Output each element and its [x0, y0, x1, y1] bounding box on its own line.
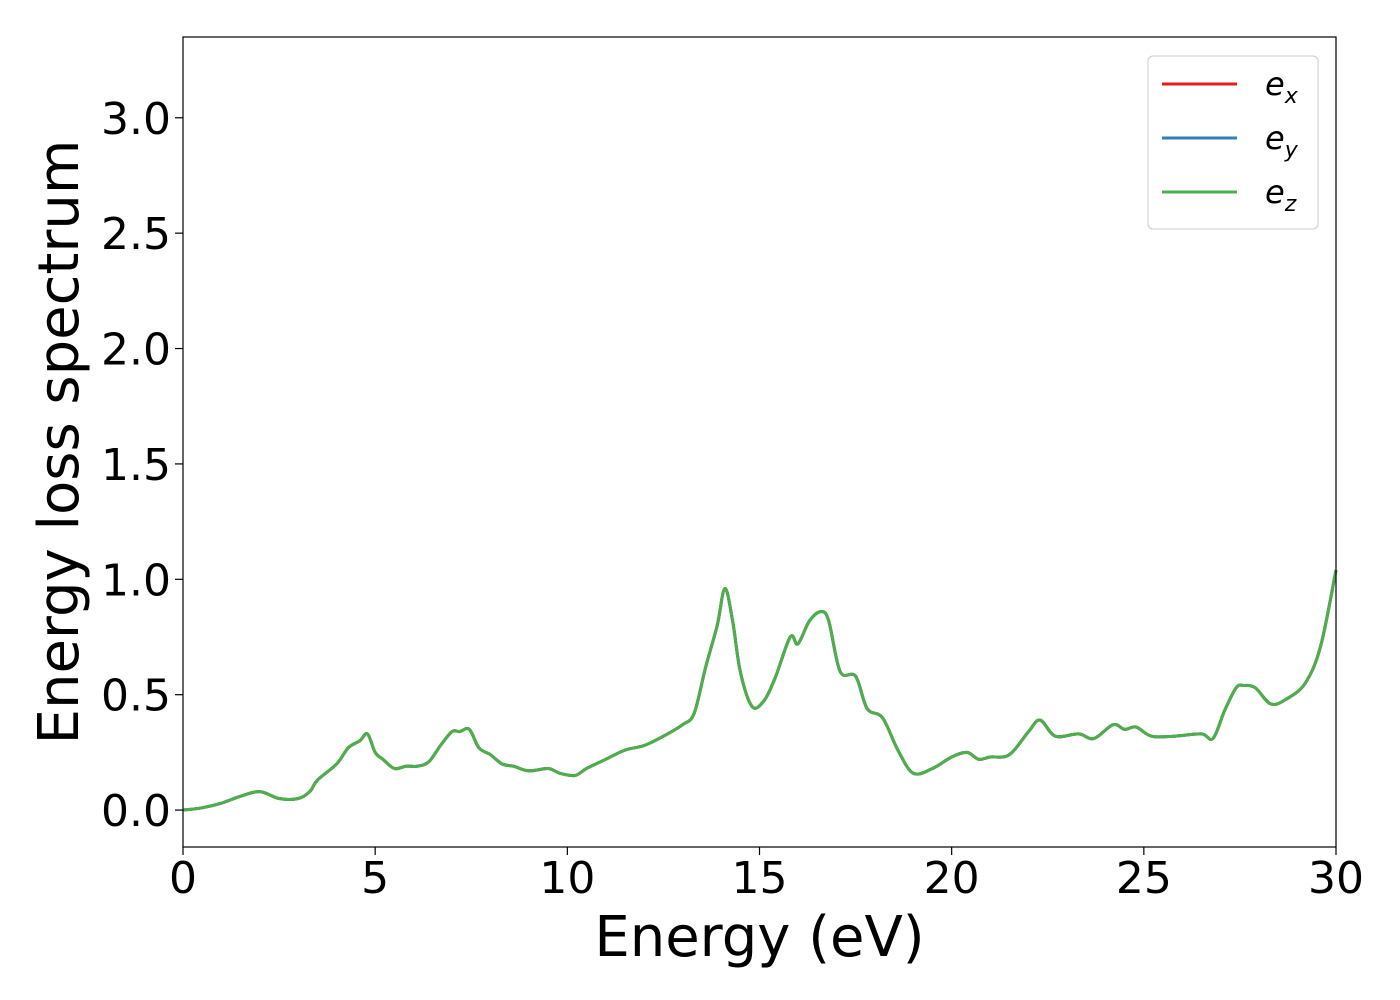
x-axis-ticks: 0 5 10 15 20 25 30 [169, 847, 1364, 904]
x-tick-label: 10 [539, 853, 595, 904]
x-tick-label: 25 [1116, 853, 1172, 904]
x-tick-label: 15 [732, 853, 788, 904]
y-tick-label: 1.5 [101, 440, 171, 491]
x-tick-label: 30 [1308, 853, 1364, 904]
x-axis-title: Energy (eV) [594, 905, 924, 970]
y-tick-label: 1.0 [101, 555, 171, 606]
series-layer [182, 569, 1338, 812]
y-tick-label: 3.0 [101, 94, 171, 145]
x-tick-label: 20 [924, 853, 980, 904]
x-tick-label: 0 [169, 853, 197, 904]
x-tick-label: 5 [361, 853, 389, 904]
y-axis-ticks: 0.0 0.5 1.0 1.5 2.0 2.5 3.0 [101, 94, 183, 837]
y-tick-label: 2.0 [101, 325, 171, 376]
series-line-e-z [182, 569, 1338, 812]
y-tick-label: 2.5 [101, 209, 171, 260]
legend-box [1147, 55, 1319, 230]
y-tick-label: 0.5 [101, 671, 171, 722]
y-tick-label: 0.0 [101, 786, 171, 837]
y-axis-title: Energy loss spectrum [27, 140, 92, 745]
